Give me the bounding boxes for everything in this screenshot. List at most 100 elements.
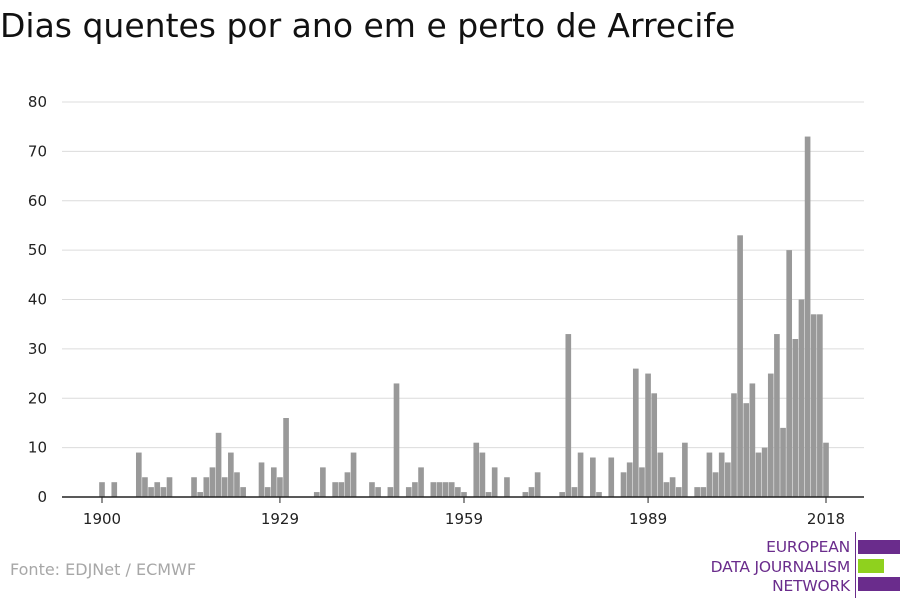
bar-2017 — [817, 314, 823, 497]
bar-1941 — [350, 452, 357, 497]
bar-1959 — [461, 492, 467, 497]
bar-1987 — [632, 368, 639, 497]
x-axis: 1900 1929 1959 1989 2018 — [62, 496, 864, 528]
logo-line-3: NETWORK — [772, 577, 850, 595]
bar-1920 — [221, 477, 228, 497]
bar-1928 — [270, 467, 277, 497]
bar-1969 — [522, 492, 529, 497]
bar-1909 — [154, 482, 161, 497]
bar-2015 — [804, 136, 811, 497]
bar-1997 — [694, 487, 700, 497]
bar-2012 — [786, 250, 793, 497]
logo-bar-green — [858, 559, 884, 573]
bar-1966 — [504, 477, 510, 497]
bar-1908 — [148, 487, 154, 497]
bar-2001 — [718, 452, 725, 497]
bar-1964 — [491, 467, 498, 497]
bar-1976 — [565, 334, 572, 497]
bar-1922 — [234, 472, 240, 497]
y-axis-ticks: 0 10 20 30 40 50 60 70 80 — [28, 93, 47, 506]
bar-1930 — [283, 418, 289, 497]
bar-2009 — [767, 373, 774, 497]
bar-1977 — [571, 487, 578, 497]
bar-2018 — [823, 442, 829, 497]
bar-2000 — [712, 472, 719, 497]
bar-1992 — [663, 482, 670, 497]
bar-1975 — [559, 492, 565, 497]
bar-1988 — [639, 467, 645, 497]
y-tick-label: 30 — [28, 340, 47, 358]
logo-line-1: EUROPEAN — [766, 538, 850, 556]
bar-1961 — [473, 442, 480, 497]
bar-1963 — [485, 492, 492, 497]
x-tick-label: 1989 — [629, 510, 667, 528]
bars — [99, 136, 829, 497]
bar-1917 — [203, 477, 210, 497]
bar-1958 — [455, 487, 461, 497]
bar-2014 — [798, 299, 805, 497]
bar-1981 — [596, 492, 602, 497]
bar-1999 — [706, 452, 713, 497]
bar-1985 — [620, 472, 627, 497]
bar-1929 — [277, 477, 283, 497]
bar-1951 — [412, 482, 418, 497]
y-tick-label: 0 — [37, 488, 47, 506]
bar-1916 — [197, 492, 203, 497]
bar-1947 — [387, 487, 394, 497]
x-tick-label: 1959 — [445, 510, 483, 528]
bar-1955 — [436, 482, 443, 497]
bar-1935 — [313, 492, 320, 497]
bar-1970 — [528, 487, 535, 497]
bar-1944 — [369, 482, 375, 497]
gridlines — [62, 101, 864, 449]
bar-2003 — [731, 393, 737, 497]
bar-1906 — [135, 452, 142, 497]
bar-1991 — [657, 452, 664, 497]
bar-2002 — [725, 462, 731, 497]
bar-1926 — [258, 462, 265, 497]
bar-2004 — [737, 235, 743, 497]
bar-1983 — [608, 457, 615, 497]
bar-1902 — [111, 482, 118, 497]
bar-2007 — [755, 452, 762, 497]
bar-2008 — [761, 447, 768, 497]
x-tick-label: 2018 — [807, 510, 845, 528]
y-tick-label: 80 — [28, 93, 47, 111]
source-note: Fonte: EDJNet / ECMWF — [10, 560, 197, 579]
bar-1990 — [651, 393, 658, 497]
bar-1910 — [160, 487, 167, 497]
bar-1954 — [430, 482, 437, 497]
bar-1911 — [166, 477, 173, 497]
bar-1907 — [142, 477, 148, 497]
bar-1986 — [626, 462, 633, 497]
bar-1950 — [405, 487, 412, 497]
y-tick-label: 10 — [28, 439, 47, 457]
bar-1989 — [645, 373, 651, 497]
bar-1936 — [320, 467, 326, 497]
bar-1994 — [675, 487, 682, 497]
bar-1900 — [99, 482, 105, 497]
y-tick-label: 20 — [28, 389, 47, 407]
x-tick-label: 1929 — [261, 510, 299, 528]
bar-1962 — [479, 452, 486, 497]
bar-2006 — [749, 383, 756, 497]
bar-1993 — [669, 477, 676, 497]
bar-1915 — [191, 477, 197, 497]
bar-1998 — [700, 487, 707, 497]
bar-1919 — [215, 432, 222, 497]
x-tick-label: 1900 — [83, 510, 121, 528]
y-tick-label: 50 — [28, 241, 47, 259]
bar-2005 — [743, 403, 750, 497]
y-tick-label: 40 — [28, 291, 47, 309]
bar-1927 — [264, 487, 271, 497]
y-tick-label: 70 — [28, 142, 47, 160]
bar-1945 — [375, 487, 381, 497]
bar-1978 — [577, 452, 584, 497]
y-tick-label: 60 — [28, 192, 47, 210]
bar-1971 — [534, 472, 541, 497]
bar-1918 — [209, 467, 216, 497]
bar-2011 — [780, 427, 786, 497]
bar-2013 — [792, 339, 799, 497]
chart-title: Dias quentes por ano em e perto de Arrec… — [0, 6, 736, 45]
